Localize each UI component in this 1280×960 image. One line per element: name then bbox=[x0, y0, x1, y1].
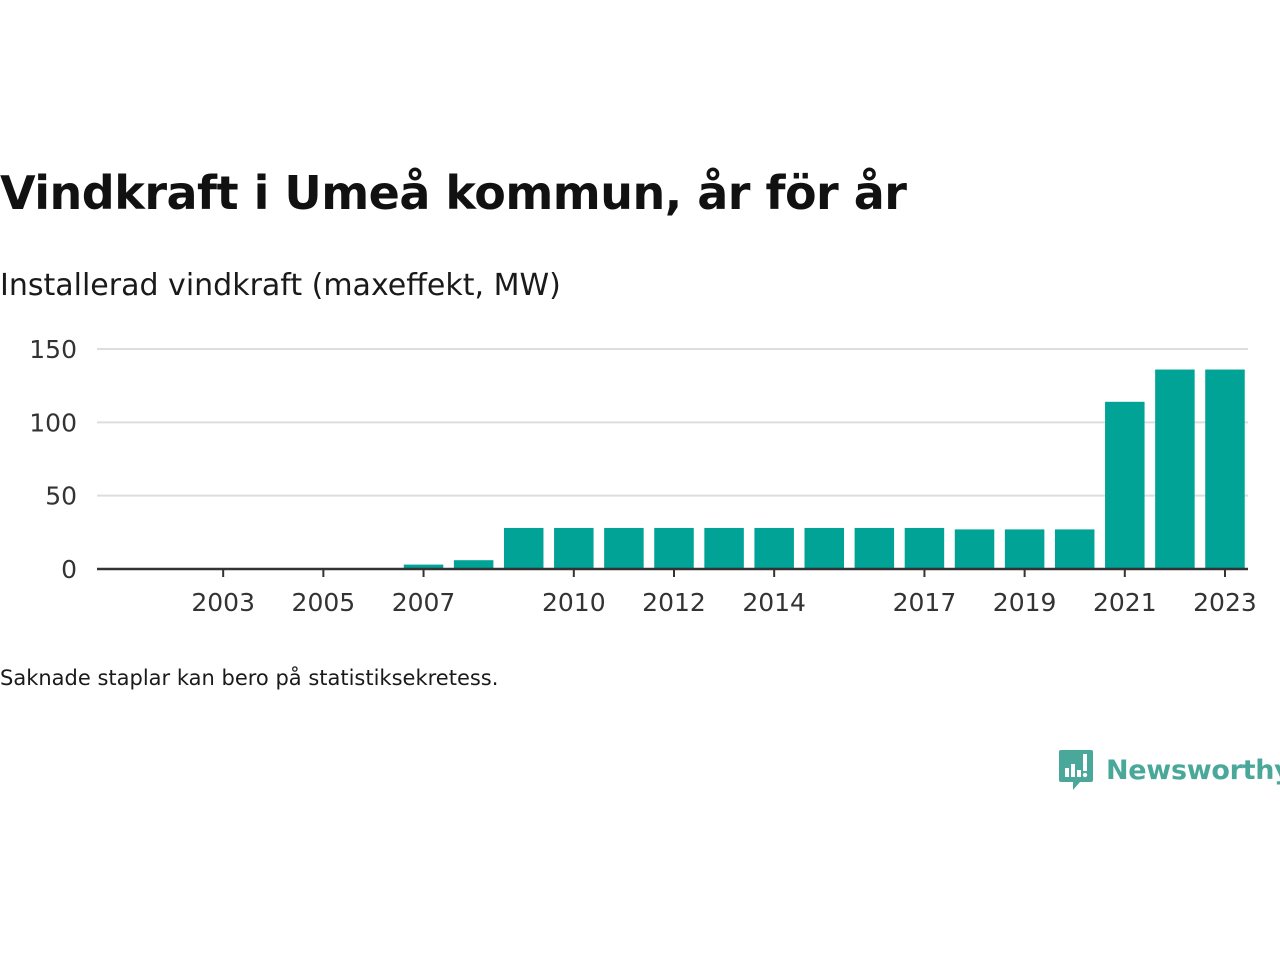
y-tick-label: 0 bbox=[61, 555, 77, 584]
x-tick-label: 2019 bbox=[993, 588, 1057, 617]
bar-chart: 0 50 100 150 2003 2005 2007 2010 2012 2014 2017 201… bbox=[29, 335, 1257, 617]
x-tick-label: 2021 bbox=[1093, 588, 1157, 617]
bar-2013 bbox=[704, 527, 744, 569]
chart-subtitle: Installerad vindkraft (maxeffekt, MW) bbox=[0, 268, 561, 303]
x-tick-label: 2023 bbox=[1193, 588, 1257, 617]
x-tick-label: 2014 bbox=[742, 588, 806, 617]
bar-2015 bbox=[804, 527, 845, 569]
bar-2023 bbox=[1205, 369, 1245, 569]
footnote: Saknade staplar kan bero på statistiksek… bbox=[0, 666, 499, 690]
bar-2016 bbox=[854, 527, 895, 569]
bar-2018 bbox=[954, 529, 995, 569]
bar-2019 bbox=[1004, 529, 1045, 569]
newsworthy-logo: Newsworthy bbox=[1058, 748, 1280, 792]
brand-name: Newsworthy bbox=[1106, 754, 1280, 786]
newsworthy-chart-bubble-icon bbox=[1059, 750, 1093, 790]
y-tick-label: 50 bbox=[45, 482, 77, 511]
bar-2014 bbox=[754, 527, 794, 569]
bars bbox=[403, 369, 1245, 569]
grid-lines bbox=[97, 348, 1248, 497]
x-tick-label: 2005 bbox=[292, 588, 356, 617]
x-tick-label: 2007 bbox=[392, 588, 456, 617]
y-tick-label: 100 bbox=[29, 408, 77, 437]
x-tick-label: 2010 bbox=[542, 588, 606, 617]
chart-title: Vindkraft i Umeå kommun, år för år bbox=[0, 166, 907, 220]
y-tick-label: 150 bbox=[29, 335, 77, 364]
bar-2007 bbox=[403, 564, 444, 569]
bar-2008 bbox=[453, 560, 494, 569]
x-tick-label: 2012 bbox=[642, 588, 706, 617]
axes: 0 50 100 150 2003 2005 2007 2010 2012 2014 2017 201… bbox=[29, 335, 1257, 617]
bar-2021 bbox=[1105, 401, 1145, 569]
x-tick-label: 2017 bbox=[893, 588, 957, 617]
bar-2012 bbox=[654, 527, 694, 569]
bar-2009 bbox=[503, 527, 544, 569]
bar-2020 bbox=[1054, 529, 1095, 569]
bar-2010 bbox=[554, 527, 594, 569]
x-tick-label: 2003 bbox=[191, 588, 255, 617]
bar-2017 bbox=[904, 527, 945, 569]
bar-2022 bbox=[1155, 369, 1195, 569]
bar-2011 bbox=[604, 527, 644, 569]
